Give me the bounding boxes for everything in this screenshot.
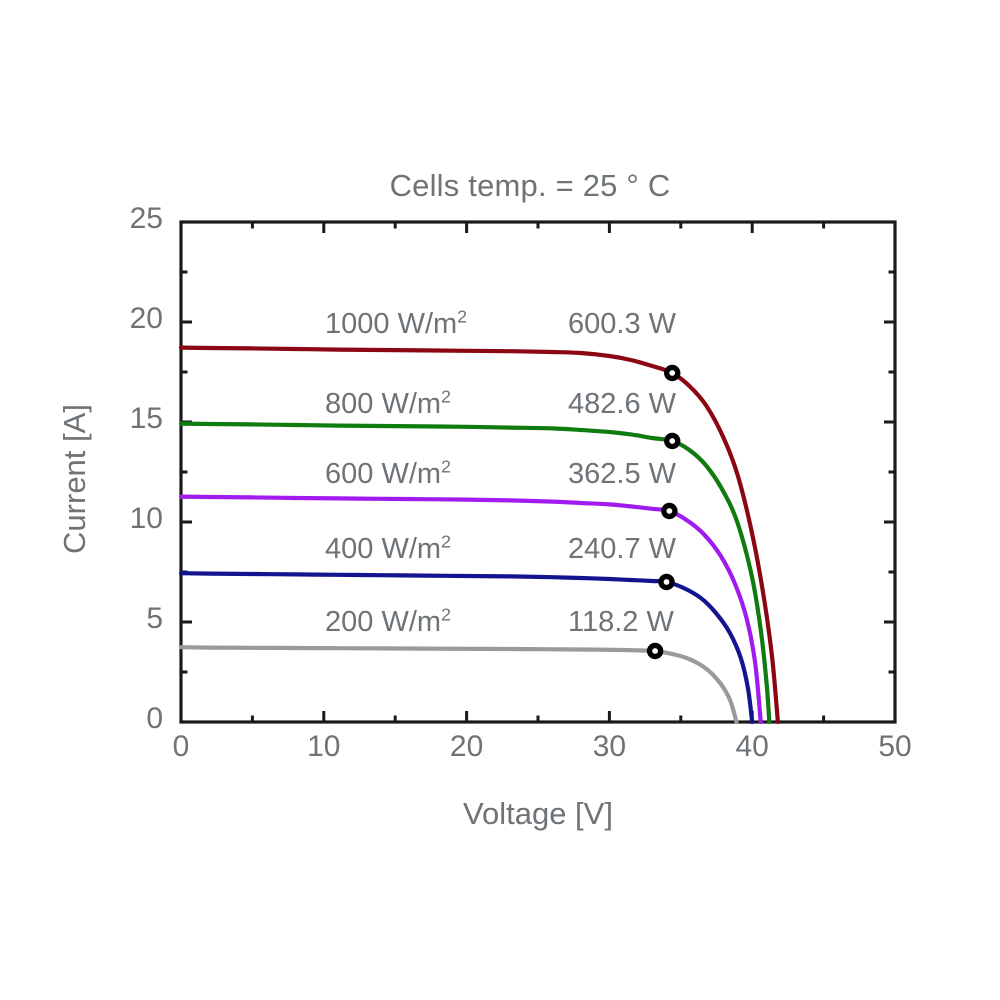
irradiance-label: 200 W/m2 — [325, 604, 452, 638]
mpp-marker-inner — [663, 579, 670, 585]
power-label: 600.3 W — [568, 308, 676, 340]
mpp-marker-inner — [669, 370, 676, 376]
y-tick-label: 5 — [146, 602, 163, 635]
exponent: 2 — [441, 604, 452, 625]
y-axis-title: Current [A] — [57, 404, 92, 554]
iv-curves — [178, 345, 781, 725]
mpp-marker-inner — [652, 648, 658, 654]
curve-400-w-m2 — [178, 571, 755, 725]
x-tick-label: 50 — [878, 730, 912, 763]
exponent: 2 — [457, 306, 468, 327]
mpp-marker-inner — [669, 438, 676, 444]
exponent: 2 — [441, 531, 452, 552]
y-tick-label: 0 — [146, 702, 163, 735]
curve-800-w-m2 — [178, 421, 772, 725]
y-tick-label: 10 — [129, 502, 163, 535]
x-tick-label: 30 — [592, 730, 627, 763]
chart-title: Cells temp. = 25 ° C — [389, 168, 671, 203]
x-axis-title: Voltage [V] — [463, 796, 613, 831]
irradiance-label: 400 W/m2 — [325, 531, 452, 565]
power-label: 362.5 W — [568, 458, 676, 490]
x-tick-label: 0 — [172, 730, 190, 763]
irradiance-label: 600 W/m2 — [325, 456, 452, 490]
curve-200-w-m2 — [178, 645, 739, 725]
x-tick-label: 40 — [735, 730, 769, 763]
exponent: 2 — [441, 386, 452, 407]
y-tick-label: 20 — [129, 302, 163, 335]
mpp-markers — [646, 364, 681, 660]
x-tick-label: 10 — [307, 730, 341, 763]
power-label: 240.7 W — [568, 533, 676, 565]
y-tick-label: 15 — [129, 402, 163, 435]
y-tick-label: 25 — [129, 202, 163, 235]
irradiance-label: 1000 W/m2 — [325, 306, 468, 340]
exponent: 2 — [441, 456, 452, 477]
mpp-marker-inner — [666, 508, 673, 514]
power-label: 118.2 W — [568, 606, 674, 638]
power-label: 482.6 W — [568, 388, 676, 420]
irradiance-label: 800 W/m2 — [325, 386, 452, 420]
curve-600-w-m2 — [178, 494, 763, 725]
curve-1000-w-m2 — [178, 345, 781, 725]
x-tick-label: 20 — [449, 730, 484, 763]
